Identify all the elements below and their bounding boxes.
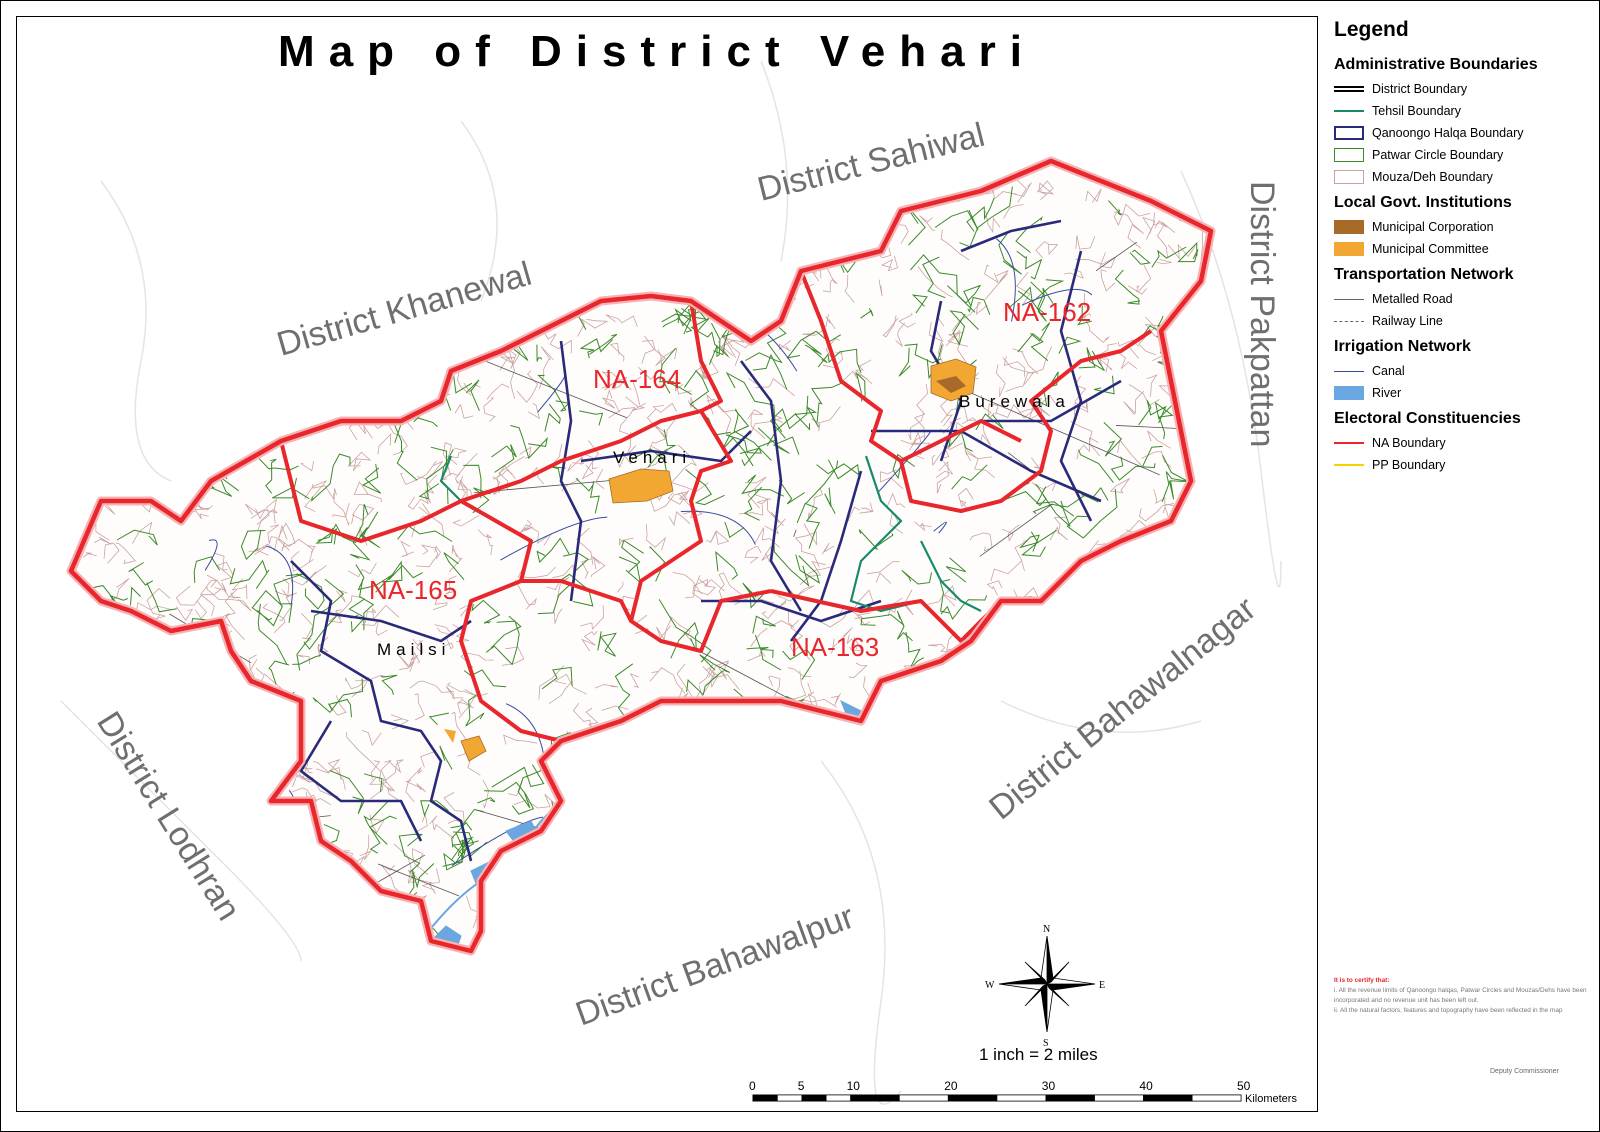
label-na-165[interactable]: NA-165 [369,575,457,605]
legend-item-label: Tehsil Boundary [1372,104,1461,118]
legend-item: Railway Line [1334,310,1590,332]
legend-swatch [1334,320,1364,322]
label-district-bahawalpur: District Bahawalpur [571,898,859,1034]
certification-note: It is to certify that: i. All the revenu… [1334,976,1589,1016]
legend-swatch [1334,442,1364,444]
legend-item-label: NA Boundary [1372,436,1446,450]
legend-swatch [1334,220,1364,234]
neighbor-boundaries [60,60,1282,1105]
legend-swatch [1334,126,1364,140]
scale-tick-label: 5 [798,1079,805,1093]
certification-line-1: i. All the revenue limits of Qanoongo ha… [1334,987,1587,1004]
legend-list: Administrative Boundaries District Bounda… [1330,50,1590,476]
mailsi-small-area [444,729,456,743]
legend-swatch [1334,86,1364,92]
legend-section-heading: Transportation Network [1334,266,1514,283]
legend-swatch [1334,370,1364,372]
label-town-mailsi[interactable]: Mailsi [377,640,450,659]
legend-item: District Boundary [1334,78,1590,100]
scale-ratio: 1 inch = 2 miles [979,1045,1098,1064]
legend-item-label: Railway Line [1372,314,1443,328]
legend-item: Tehsil Boundary [1334,100,1590,122]
legend-item: Patwar Circle Boundary [1334,144,1590,166]
legend-swatch [1334,148,1364,162]
legend-item-label: Municipal Committee [1372,242,1489,256]
label-district-bahawalnagar: District Bahawalnagar [982,590,1263,828]
mailsi-municipal-committee[interactable] [460,735,487,762]
legend-swatch [1334,298,1364,300]
legend-swatch [1334,110,1364,112]
legend-item-label: Canal [1372,364,1405,378]
legend-item: Metalled Road [1334,288,1590,310]
map-title: Map of District Vehari [278,27,1036,76]
scale-unit-label: Kilometers [1245,1093,1297,1105]
na-internal-boundaries [279,270,1153,743]
compass-w: W [985,980,995,991]
legend-item-label: District Boundary [1372,82,1468,96]
legend-swatch [1334,464,1364,466]
legend-item-label: Municipal Corporation [1372,220,1494,234]
legend-item: Canal [1334,360,1590,382]
district-fill [71,161,1211,951]
legend-item: Municipal Corporation [1334,216,1590,238]
label-town-vehari[interactable]: Vehari [613,448,691,467]
legend-section-heading: Irrigation Network [1334,338,1471,355]
scale-tick-label: 50 [1237,1079,1251,1093]
label-district-lodhran: District Lodhran [89,705,247,927]
legend-panel: Legend Administrative Boundaries District… [1330,16,1590,1110]
district-map[interactable]: District Sahiwal District Khanewal Distr… [17,17,1317,1111]
legend-section-heading: Administrative Boundaries [1334,56,1538,73]
vehari-municipal-committee[interactable] [608,468,674,504]
label-na-163[interactable]: NA-163 [791,632,879,662]
burewala-municipal-corporation[interactable] [936,376,966,393]
map-panel[interactable]: District Sahiwal District Khanewal Distr… [16,16,1318,1112]
label-na-164[interactable]: NA-164 [593,364,681,394]
legend-item: Qanoongo Halqa Boundary [1334,122,1590,144]
legend-item: River [1334,382,1590,404]
compass-n: N [1043,924,1050,935]
legend-item: NA Boundary [1334,432,1590,454]
legend-item-label: Metalled Road [1372,292,1453,306]
signature-label: Deputy Commissioner [1490,1068,1559,1075]
label-district-pakpattan: District Pakpattan [1243,181,1281,447]
compass-rose: N S E W [985,924,1105,1049]
legend-item-label: Mouza/Deh Boundary [1372,170,1493,184]
scale-tick-label: 0 [749,1079,756,1093]
legend-section-heading: Electoral Constituencies [1334,410,1521,427]
certification-line-2: ii. All the natural factors, features an… [1334,1007,1563,1014]
legend-item: Mouza/Deh Boundary [1334,166,1590,188]
legend-item-label: Qanoongo Halqa Boundary [1372,126,1524,140]
certification-heading: It is to certify that: [1334,977,1390,984]
scale-tick-label: 10 [847,1079,861,1093]
scale-tick-label: 20 [944,1079,958,1093]
legend-swatch [1334,170,1364,184]
legend-swatch [1334,386,1364,400]
compass-s: S [1043,1038,1049,1049]
legend-item-label: Patwar Circle Boundary [1372,148,1504,162]
scale-tick-label: 40 [1139,1079,1153,1093]
legend-section-heading: Local Govt. Institutions [1334,194,1512,211]
scale-tick-label: 30 [1042,1079,1056,1093]
legend-title: Legend [1334,18,1409,41]
legend-item-label: PP Boundary [1372,458,1446,472]
legend-item: PP Boundary [1334,454,1590,476]
legend-item-label: River [1372,386,1402,400]
legend-swatch [1334,242,1364,256]
label-district-khanewal: District Khanewal [273,255,536,364]
legend-item: Municipal Committee [1334,238,1590,260]
label-town-burewala[interactable]: Burewala [959,392,1070,411]
qanoongo-boundaries [290,219,1122,862]
label-na-162[interactable]: NA-162 [1003,297,1091,327]
compass-e: E [1099,980,1105,991]
